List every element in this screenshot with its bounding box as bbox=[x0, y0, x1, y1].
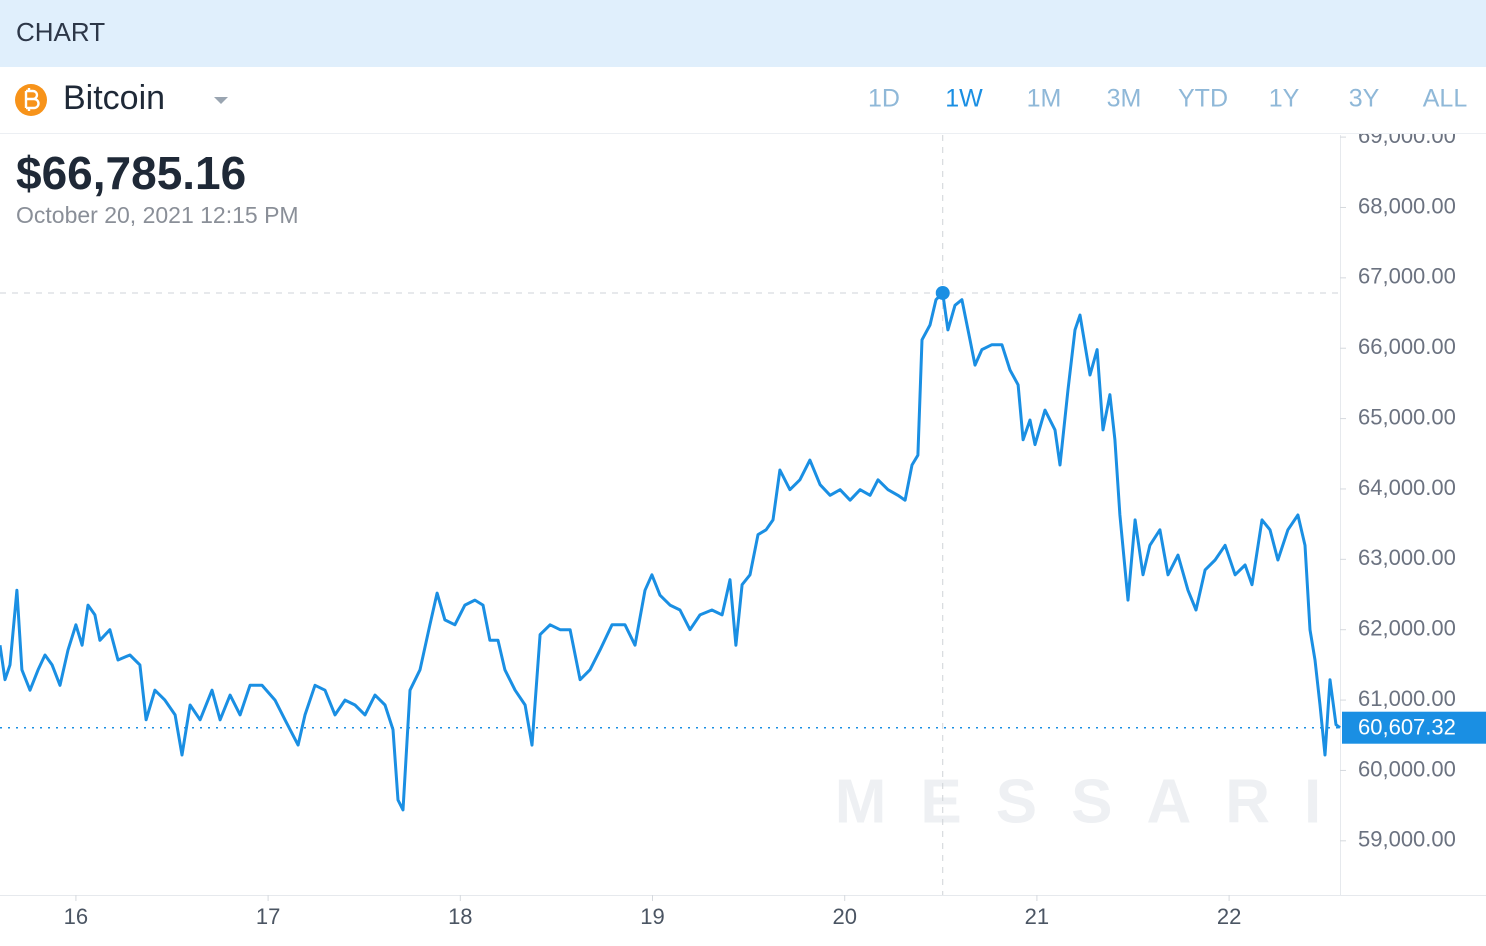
y-tick-label: 64,000.00 bbox=[1358, 475, 1456, 500]
x-tick-label: 19 bbox=[640, 904, 664, 929]
x-tick-label: 16 bbox=[64, 904, 88, 929]
watermark: MESSARI bbox=[835, 767, 1355, 836]
x-tick-label: 22 bbox=[1217, 904, 1241, 929]
price: $66,785.16 bbox=[16, 147, 246, 199]
y-tick-label: 62,000.00 bbox=[1358, 616, 1456, 641]
x-tick-label: 18 bbox=[448, 904, 472, 929]
dropdown-arrow[interactable] bbox=[214, 97, 228, 104]
x-tick-label: 21 bbox=[1025, 904, 1049, 929]
timestamp: October 20, 2021 12:15 PM bbox=[16, 202, 299, 228]
period-button[interactable]: 1M bbox=[1027, 85, 1062, 113]
asset-row bbox=[0, 67, 1486, 133]
price-line bbox=[0, 291, 1341, 812]
period-button[interactable]: ALL bbox=[1423, 85, 1468, 113]
y-tick-label: 59,000.00 bbox=[1358, 827, 1456, 852]
y-tick-label: 61,000.00 bbox=[1358, 686, 1456, 711]
x-tick-label: 17 bbox=[256, 904, 280, 929]
y-tick-label: 63,000.00 bbox=[1358, 545, 1456, 570]
period-button[interactable]: 1W bbox=[945, 85, 983, 113]
period-button[interactable]: 1D bbox=[868, 85, 900, 113]
header-title: CHART bbox=[16, 17, 105, 47]
last-value-box bbox=[1342, 711, 1486, 744]
x-tick-label: 20 bbox=[832, 904, 856, 929]
period-button[interactable]: YTD bbox=[1178, 85, 1228, 113]
period-buttons: 1D 1W 1M 3M YTD 1Y 3Y ALL bbox=[868, 85, 1467, 113]
period-button[interactable]: 1Y bbox=[1269, 85, 1300, 113]
bitcoin-glyph bbox=[24, 88, 40, 111]
y-tick-label: 66,000.00 bbox=[1358, 334, 1456, 359]
y-tick-label: 60,000.00 bbox=[1358, 756, 1456, 781]
asset-name[interactable]: Bitcoin bbox=[63, 79, 165, 117]
header-bar bbox=[0, 0, 1486, 67]
period-button[interactable]: 3M bbox=[1107, 85, 1142, 113]
y-tick-label: 68,000.00 bbox=[1358, 193, 1456, 218]
crosshair-point bbox=[935, 285, 950, 300]
period-button[interactable]: 3Y bbox=[1349, 85, 1380, 113]
y-tick-label: 67,000.00 bbox=[1358, 264, 1456, 289]
last-value-label: 60,607.32 bbox=[1358, 715, 1456, 740]
y-tick-label: 65,000.00 bbox=[1358, 404, 1456, 429]
